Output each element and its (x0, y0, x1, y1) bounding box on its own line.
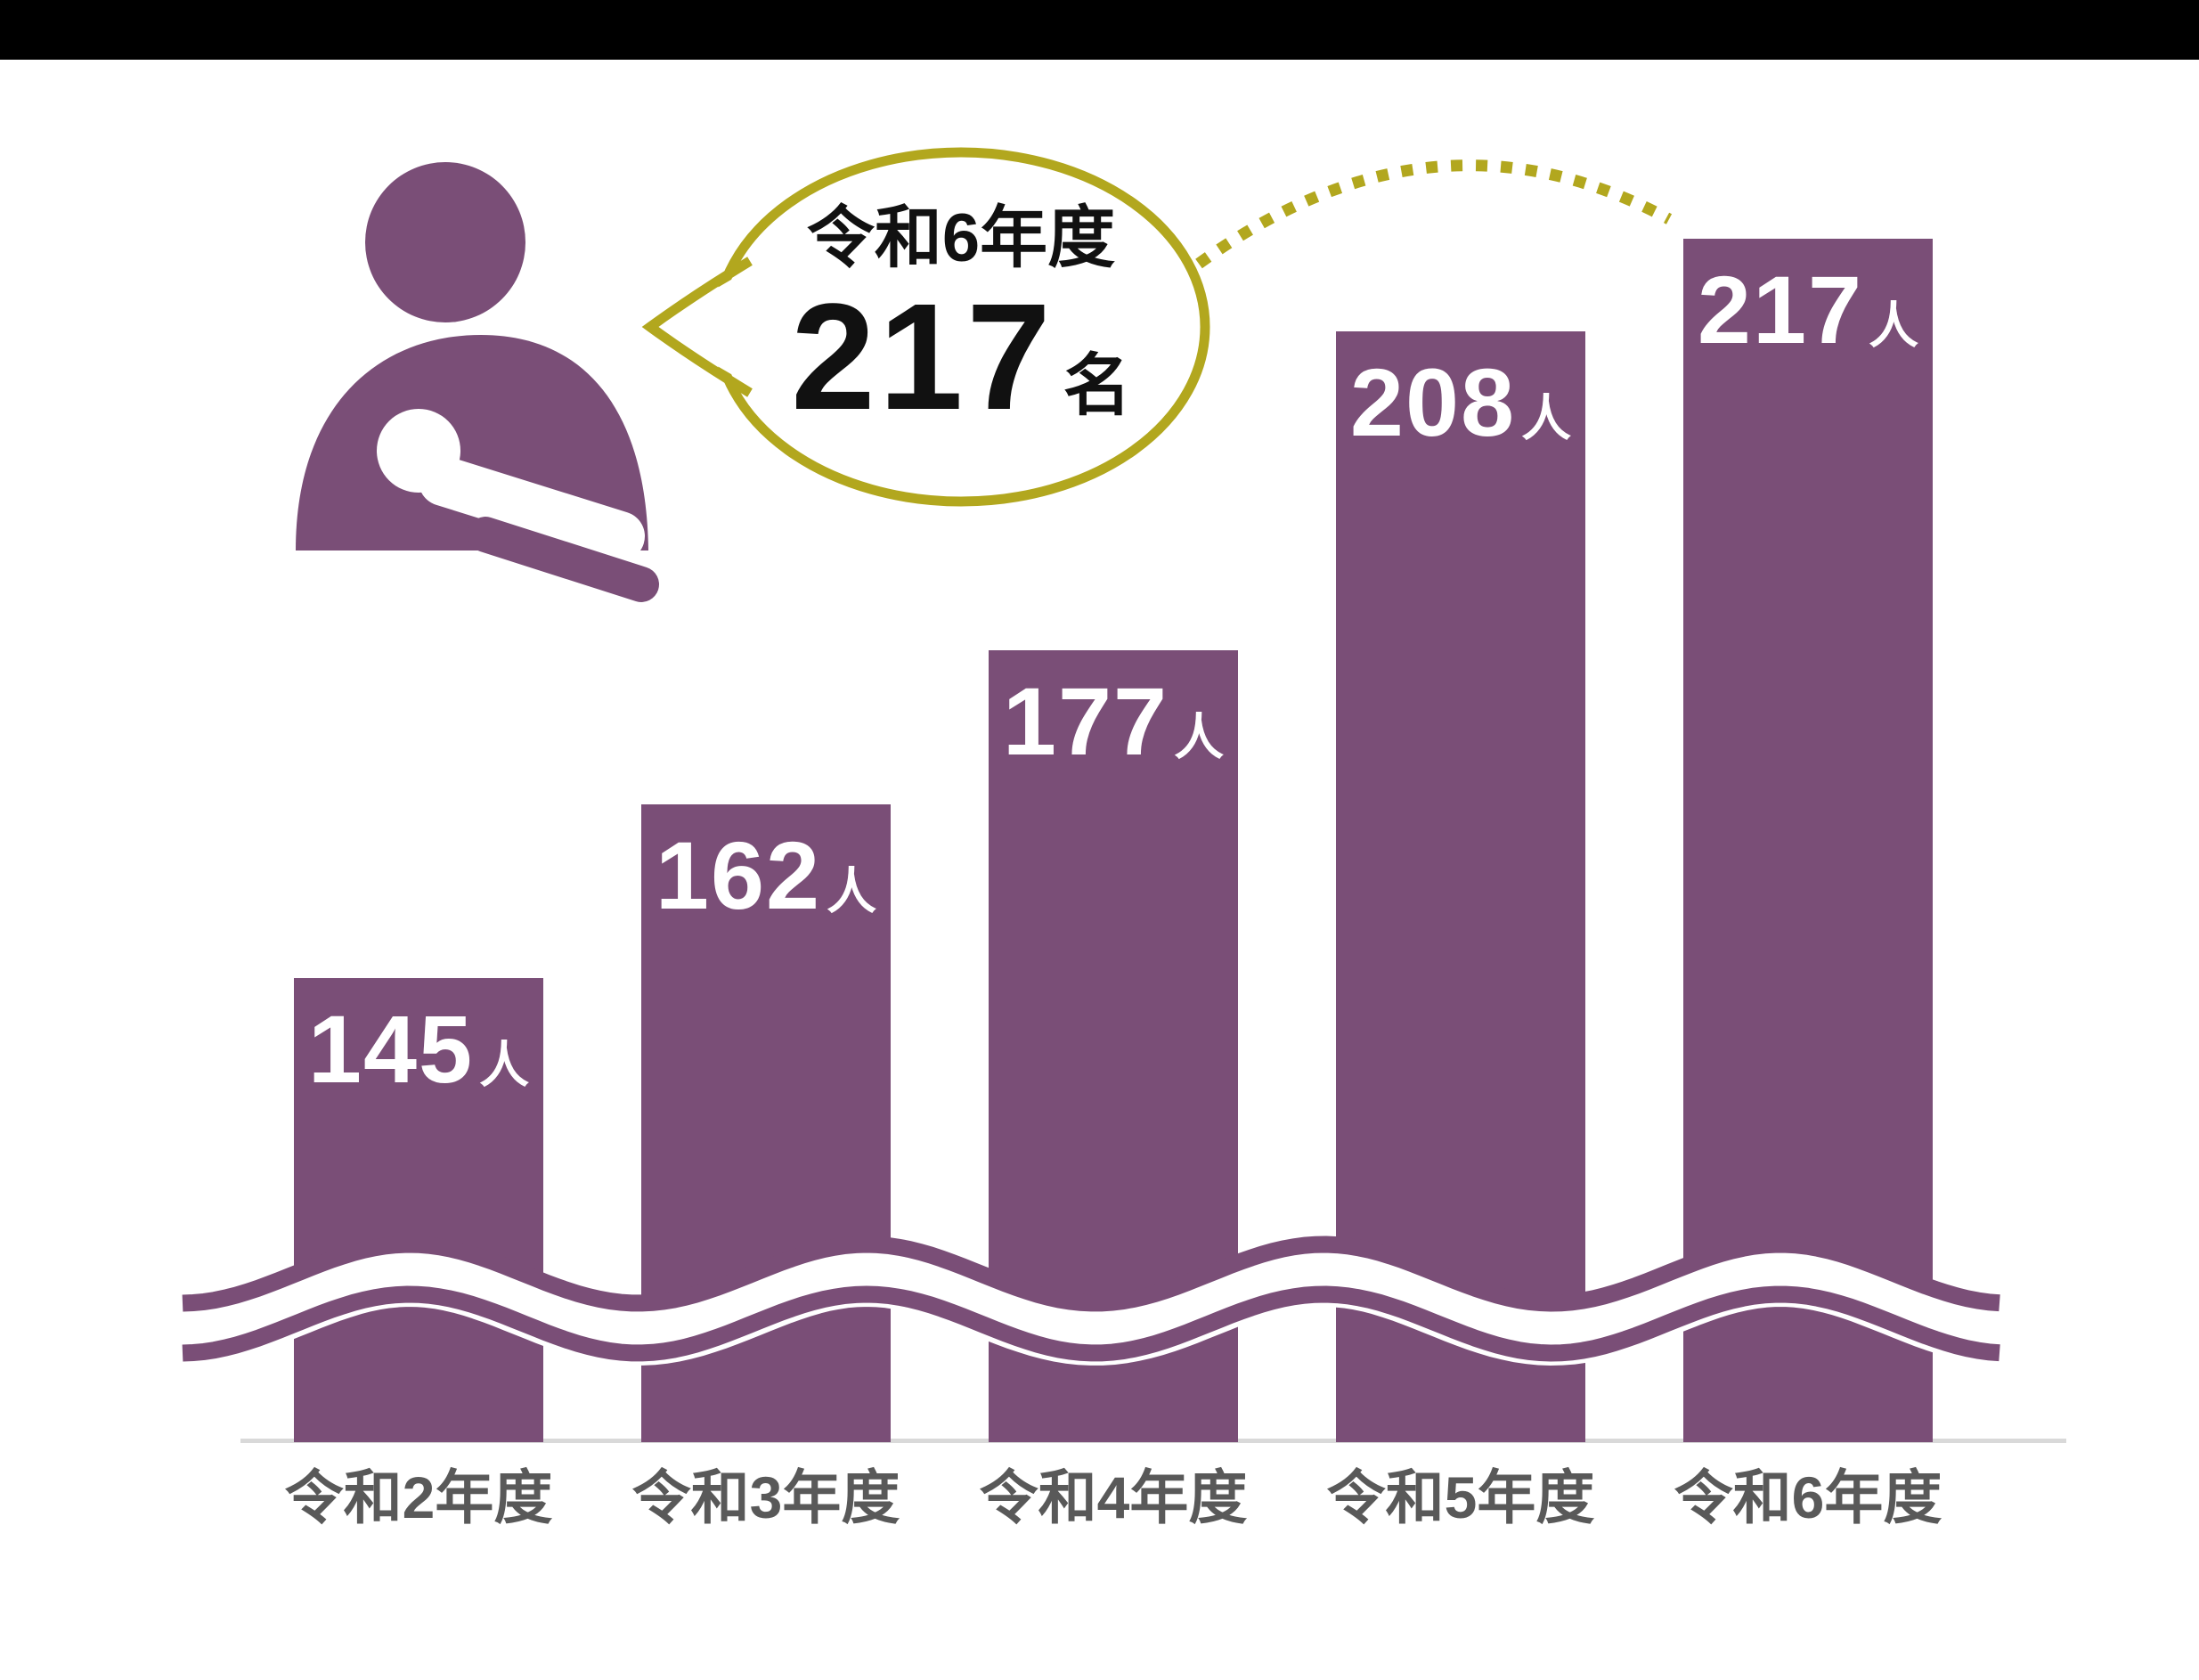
x-axis-label-reiwa-2: 令和2年度 (284, 1464, 553, 1530)
callout-value-row: 217 名 (712, 281, 1210, 433)
dotted-arc (1195, 159, 1673, 269)
x-axis-label-reiwa-5: 令和5年度 (1326, 1464, 1595, 1530)
baby-head (377, 409, 460, 493)
bar-value: 217 (1697, 256, 1864, 363)
baby-body (419, 456, 645, 561)
x-axis-label-reiwa-4: 令和4年度 (979, 1464, 1248, 1530)
bar-reiwa-2: 145 人 (294, 978, 543, 1442)
bar-value-unit: 人 (1521, 390, 1572, 446)
bar-value: 145 (307, 995, 475, 1103)
arm-gap (496, 572, 668, 632)
bar-value-label: 145 人 (294, 978, 543, 1097)
callout-unit: 名 (1063, 348, 1131, 424)
bar-reiwa-3: 162 人 (641, 804, 891, 1442)
bar-value-unit: 人 (479, 1037, 530, 1093)
callout-value: 217 (791, 273, 1055, 442)
parent-arm (468, 517, 659, 602)
bar-reiwa-6: 217 人 (1683, 239, 1933, 1442)
x-axis-label-reiwa-6: 令和6年度 (1674, 1464, 1942, 1530)
bar-reiwa-4: 177 人 (989, 650, 1238, 1442)
bar-value: 177 (1002, 667, 1169, 775)
bar-value-label: 177 人 (989, 650, 1238, 770)
bar-value-label: 217 人 (1683, 239, 1933, 358)
bar-value-label: 208 人 (1336, 331, 1585, 451)
parent-body (296, 335, 648, 550)
parent-holding-baby-icon (296, 162, 668, 632)
bar-value: 162 (655, 821, 822, 929)
bar-value-unit: 人 (827, 863, 877, 919)
bar-reiwa-5: 208 人 (1336, 331, 1585, 1442)
x-axis-label-reiwa-3: 令和3年度 (631, 1464, 900, 1530)
bar-value-label: 162 人 (641, 804, 891, 924)
bar-value-unit: 人 (1174, 709, 1225, 765)
letterbox-top (0, 0, 2199, 60)
callout-year: 令和6年度 (806, 200, 1116, 276)
bar-value-unit: 人 (1869, 298, 1919, 354)
parent-head (365, 162, 525, 322)
bar-value: 208 (1349, 348, 1517, 456)
